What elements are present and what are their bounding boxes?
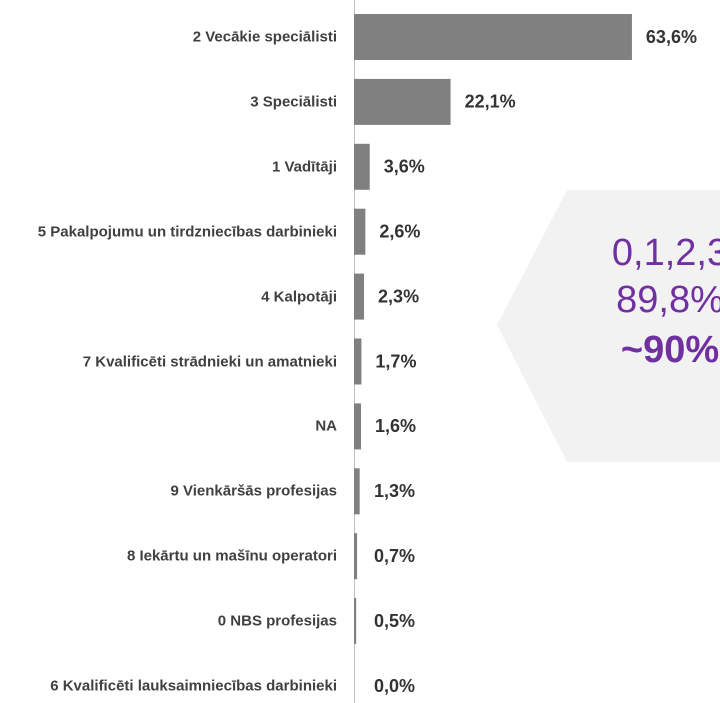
value-label: 1,7% xyxy=(375,351,416,371)
bar xyxy=(354,273,365,320)
category-text: 8 Iekārtu un mašīnu operatori xyxy=(126,547,337,565)
category-text: NA xyxy=(315,417,337,435)
bar xyxy=(354,338,362,385)
value-label: 1,6% xyxy=(375,416,416,436)
category-text: 6 Kvalificēti lauksaimniecības darbiniek… xyxy=(50,677,337,695)
category-text: 3 Speciālisti xyxy=(250,93,337,111)
category-label: 5 Pakalpojumu un tirdzniecības darbiniek… xyxy=(5,222,337,241)
category-label: 6 Kvalificēti lauksaimniecības darbiniek… xyxy=(5,677,337,696)
value-label: 63,6% xyxy=(646,27,697,47)
category-text: 2 Vecākie speciālisti xyxy=(192,28,337,46)
category-label: 9 Vienkāršās profesijas xyxy=(5,482,338,501)
category-text: 7 Kvalificēti strādnieki un amatnieki xyxy=(82,353,337,370)
category-label: 0 NBS profesijas xyxy=(5,612,337,631)
bar xyxy=(354,533,358,580)
bar xyxy=(354,403,361,450)
category-label: 1 Vadītāji xyxy=(5,157,337,176)
bar xyxy=(354,143,370,190)
bar xyxy=(354,468,360,515)
category-label: 8 Iekārtu un mašīnu operatori xyxy=(5,547,337,566)
bar xyxy=(354,598,357,645)
category-label: 2 Vecākie speciālisti xyxy=(5,28,337,47)
category-label: 3 Speciālisti xyxy=(5,92,337,111)
value-label: 0,7% xyxy=(374,546,415,566)
category-label: 4 Kalpotāji xyxy=(5,287,337,306)
value-label: 22,1% xyxy=(465,92,516,112)
callout-text: 0,1,2,3 xyxy=(612,232,720,274)
category-text: 9 Vienkāršās profesijas xyxy=(170,482,338,500)
callout-text: ~90% xyxy=(621,329,719,371)
value-label: 0,5% xyxy=(374,611,415,631)
bar xyxy=(354,208,366,255)
callout-box xyxy=(497,190,720,462)
bar xyxy=(354,14,632,60)
category-text: 1 Vadītāji xyxy=(271,158,337,176)
bar xyxy=(354,78,451,125)
category-label: NA xyxy=(5,417,337,436)
value-label: 1,3% xyxy=(374,481,415,501)
category-text: 4 Kalpotāji xyxy=(261,288,337,306)
value-label: 0,0% xyxy=(374,676,415,696)
category-label: 7 Kvalificēti strādnieki un amatnieki xyxy=(5,352,337,371)
value-label: 2,3% xyxy=(378,286,419,306)
category-text: 0 NBS profesijas xyxy=(217,612,337,630)
callout-text: 89,8% xyxy=(616,279,720,321)
category-text: 5 Pakalpojumu un tirdzniecības darbiniek… xyxy=(37,223,337,241)
value-label: 2,6% xyxy=(379,221,420,241)
value-label: 3,6% xyxy=(384,157,425,177)
